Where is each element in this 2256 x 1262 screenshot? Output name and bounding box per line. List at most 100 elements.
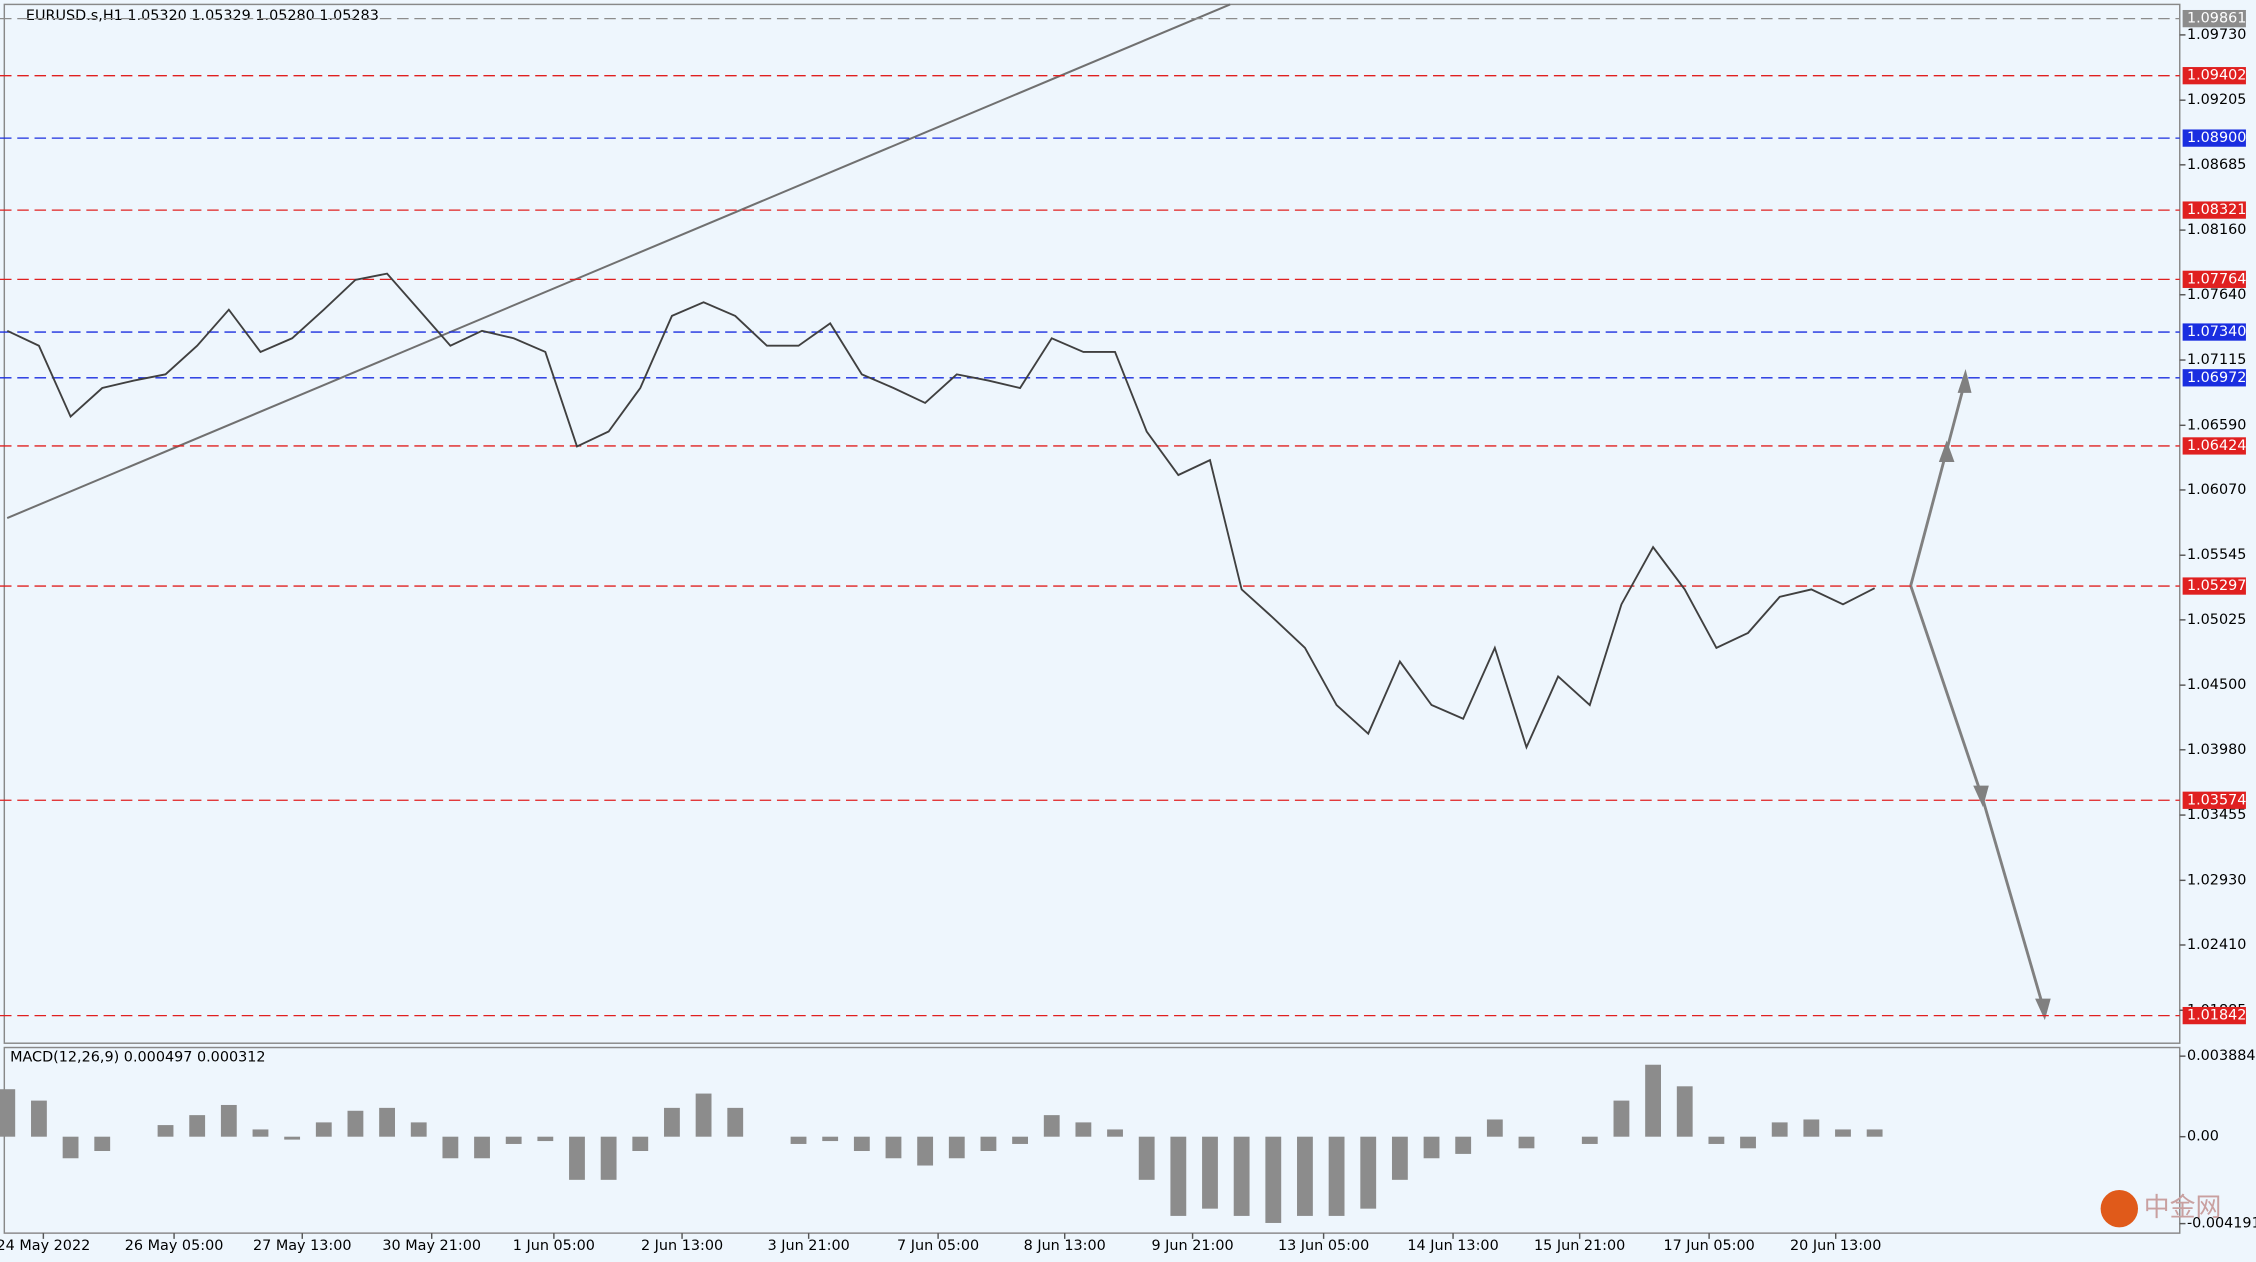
level-label-box: [2182, 129, 2246, 147]
level-label: 1.06424: [2187, 438, 2246, 454]
level-label-box: [2182, 577, 2246, 595]
macd-bar: [1202, 1136, 1218, 1209]
macd-bar: [1043, 1115, 1060, 1137]
watermark: 中金网: [2144, 1193, 2222, 1223]
y-tick-label: 1.05025: [2187, 612, 2246, 628]
macd-bar: [853, 1136, 870, 1152]
level-label-box: [2182, 201, 2246, 219]
macd-bar: [1075, 1122, 1092, 1137]
y-tick-label: 1.02930: [2187, 872, 2246, 888]
macd-bar: [1107, 1129, 1123, 1137]
x-tick-label: 2 Jun 13:00: [641, 1238, 723, 1254]
y-tick-label: 1.07640: [2187, 287, 2246, 303]
level-label-box: [2182, 369, 2246, 387]
macd-bar: [980, 1136, 997, 1152]
macd-bar: [1613, 1100, 1630, 1137]
x-tick-label: 3 Jun 21:00: [768, 1238, 850, 1254]
macd-bar: [1233, 1136, 1250, 1216]
forecast-arrows: [1909, 369, 2051, 1021]
y-tick-label: 1.07115: [2187, 352, 2246, 368]
macd-bar: [1138, 1136, 1155, 1180]
macd-bar: [442, 1136, 459, 1159]
macd-bar: [1708, 1136, 1725, 1144]
y-tick-label: 1.06070: [2187, 482, 2246, 498]
level-label-box: [2182, 323, 2246, 341]
macd-bar: [790, 1136, 807, 1144]
macd-bar: [695, 1093, 712, 1137]
x-tick-label: 27 May 13:00: [253, 1238, 352, 1254]
macd-bar: [1391, 1136, 1408, 1180]
macd-panel: [3, 1046, 2181, 1234]
macd-bar: [379, 1107, 395, 1137]
macd-bar: [1835, 1129, 1851, 1137]
x-tick-label: 17 Jun 05:00: [1663, 1238, 1754, 1254]
y-tick-label: 1.09730: [2187, 27, 2246, 43]
level-label: 1.03574: [2187, 792, 2246, 808]
level-label-box: [2182, 67, 2246, 85]
macd-bar: [600, 1136, 617, 1180]
macd-title: MACD(12,26,9) 0.000497 0.000312: [10, 1050, 266, 1066]
macd-bar: [1455, 1136, 1472, 1154]
x-tick-label: 15 Jun 21:00: [1534, 1238, 1625, 1254]
macd-bar: [727, 1107, 744, 1137]
macd-bar: [1360, 1136, 1377, 1209]
level-label-box: [2182, 791, 2246, 809]
macd-bar: [220, 1104, 237, 1137]
macd-bar: [537, 1136, 554, 1142]
chart-title: EURUSD.s,H1 1.05320 1.05329 1.05280 1.05…: [26, 8, 379, 24]
y-tick-label: 1.09205: [2187, 92, 2246, 108]
macd-bar: [347, 1110, 364, 1137]
macd-bar: [1170, 1136, 1187, 1216]
y-tick-label: 1.08685: [2187, 157, 2246, 173]
macd-bar: [1423, 1136, 1440, 1159]
main-panel: [3, 3, 2181, 1044]
price-line: [6, 272, 1876, 750]
y-tick-label: 1.05545: [2187, 547, 2246, 563]
x-tick-label: 13 Jun 05:00: [1278, 1238, 1369, 1254]
macd-bar: [505, 1136, 522, 1144]
macd-bar: [917, 1136, 934, 1166]
x-tick-label: 20 Jun 13:00: [1790, 1238, 1881, 1254]
level-label: 1.07764: [2187, 271, 2246, 287]
level-label-box: [2182, 270, 2246, 288]
macd-bar: [410, 1122, 427, 1137]
macd-bar: [1581, 1136, 1598, 1144]
y-tick-label: 1.03455: [2187, 807, 2246, 823]
macd-bar: [1486, 1119, 1503, 1137]
x-tick-label: 7 Jun 05:00: [897, 1238, 979, 1254]
macd-bar: [1265, 1136, 1282, 1223]
macd-bar: [1740, 1136, 1756, 1149]
x-tick-label: 9 Jun 21:00: [1151, 1238, 1233, 1254]
macd-bar: [948, 1136, 965, 1159]
y-tick-label: 1.03980: [2187, 742, 2246, 758]
macd-bar: [632, 1136, 649, 1152]
level-label-box: [2182, 437, 2246, 455]
y-tick-label: 1.06590: [2187, 417, 2246, 433]
macd-bar: [664, 1107, 680, 1137]
level-label: 1.05297: [2187, 578, 2246, 594]
level-label-box: [2182, 9, 2246, 28]
x-tick-label: 14 Jun 13:00: [1407, 1238, 1498, 1254]
y-tick-label: -0.004191: [2187, 1216, 2256, 1232]
level-label: 1.08900: [2187, 130, 2246, 146]
level-label: 1.09861: [2187, 11, 2246, 27]
macd-bar: [315, 1122, 332, 1137]
x-tick-label: 8 Jun 13:00: [1024, 1238, 1106, 1254]
level-label: 1.06972: [2187, 370, 2246, 386]
macd-bar: [1803, 1119, 1820, 1137]
macd-bar: [1866, 1129, 1883, 1137]
level-label: 1.07340: [2187, 324, 2246, 340]
macd-bar: [1012, 1136, 1028, 1144]
macd-bar: [474, 1136, 490, 1159]
y-tick-label: 0.003884: [2187, 1048, 2256, 1064]
macd-bar: [284, 1136, 301, 1140]
macd-bar: [252, 1129, 269, 1137]
trend-line: [6, 3, 1231, 519]
x-tick-label: 1 Jun 05:00: [513, 1238, 595, 1254]
macd-bar: [1518, 1136, 1535, 1149]
y-tick-label: 1.04500: [2187, 677, 2246, 693]
macd-bar: [1771, 1122, 1788, 1137]
